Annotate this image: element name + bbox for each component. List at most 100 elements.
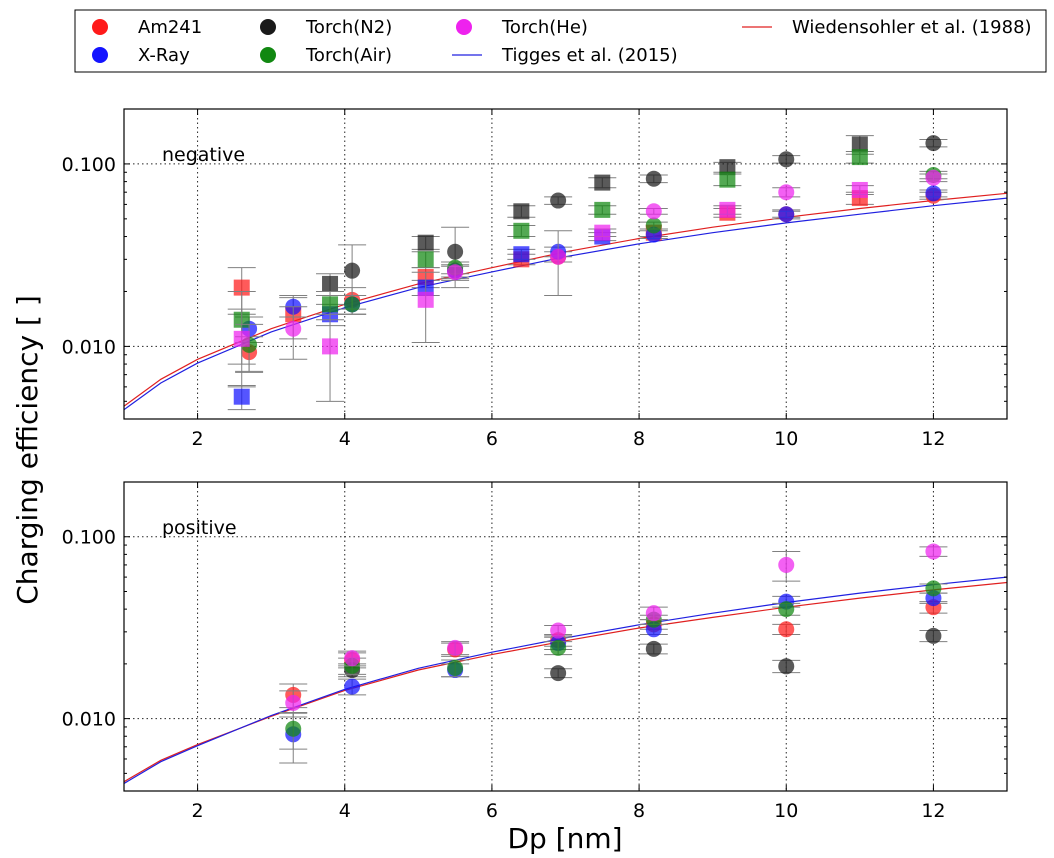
legend-marker-torch-he [456, 19, 472, 35]
legend-marker-torch-air [260, 47, 276, 63]
legend-frame [74, 9, 1047, 73]
y-tick-label: 0.010 [62, 709, 116, 731]
series-torch-air [279, 580, 948, 750]
x-tick-label: 12 [921, 800, 945, 822]
grid [124, 109, 1007, 419]
legend-label-torch-air: Torch(Air) [305, 45, 392, 66]
legend-entry-wiedensohler-et-al-1988: Wiedensohler et al. (1988) [742, 17, 1032, 38]
y-axis-label: Charging efficiency [ ] [11, 295, 44, 605]
data-point-circle [645, 640, 662, 657]
x-tick-label: 10 [774, 800, 798, 822]
panel-positive: 2 4 6 8 10 12 0.010 0.100 positive [62, 481, 1008, 822]
data-point-square [851, 149, 868, 166]
x-tick-label: 2 [192, 800, 204, 822]
data-point-circle [550, 639, 567, 656]
data-point-circle [925, 169, 942, 186]
data-point-circle [550, 248, 567, 265]
x-tick-label: 8 [633, 428, 645, 450]
data-point-square [417, 251, 434, 268]
curve-wiedensohler-et-al-1988 [124, 581, 1007, 783]
data-point-circle [925, 543, 942, 560]
data-point-square [719, 159, 736, 176]
data-point-circle [778, 621, 795, 638]
legend-marker-torch-n2 [260, 19, 276, 35]
panel-label-positive: positive [162, 517, 237, 539]
data-point-square [417, 234, 434, 251]
legend-entry-x-ray: X-Ray [92, 45, 190, 66]
x-tick-label: 4 [339, 800, 351, 822]
data-point-square [322, 275, 339, 292]
data-point-circle [778, 184, 795, 201]
legend-label-torch-he: Torch(He) [501, 17, 588, 38]
x-tick-label: 6 [486, 428, 498, 450]
data-point-square [417, 291, 434, 308]
data-point-square [594, 174, 611, 191]
legend: Am241 X-Ray Torch(N2) Torch(Air) Torch(He) Ti… [74, 9, 1047, 73]
data-point-circle [925, 185, 942, 202]
data-point-circle [778, 206, 795, 223]
x-axis-label: Dp [nm] [507, 822, 622, 855]
y-tick-label: 0.010 [62, 336, 116, 358]
series-torch-he [279, 543, 948, 718]
legend-marker-x-ray [92, 47, 108, 63]
series-torch-he [227, 169, 948, 402]
data-point-circle [645, 217, 662, 234]
y-tick-label: 0.100 [62, 527, 116, 549]
data-point-square [513, 203, 530, 220]
data-point-circle [344, 262, 361, 279]
legend-label-wiedensohler-et-al-1988: Wiedensohler et al. (1988) [792, 17, 1032, 38]
data-point-circle [778, 601, 795, 618]
data-point-circle [447, 243, 464, 260]
legend-label-tigges-et-al-2015: Tigges et al. (2015) [501, 45, 678, 66]
data-point-square [513, 222, 530, 239]
data-point-circle [645, 170, 662, 187]
legend-entry-torch-n2: Torch(N2) [260, 17, 392, 38]
x-tick-label: 12 [921, 428, 945, 450]
legend-entry-am241: Am241 [92, 17, 202, 38]
legend-label-am241: Am241 [138, 17, 202, 38]
x-tick-label: 6 [486, 800, 498, 822]
data-point-circle [550, 665, 567, 682]
data-layer [124, 135, 1007, 411]
panel-negative: 2 4 6 8 10 12 0.010 0.100 negative [62, 108, 1008, 450]
legend-entry-torch-air: Torch(Air) [260, 45, 392, 66]
legend-label-torch-n2: Torch(N2) [305, 17, 392, 38]
curve-tigges-et-al-2015 [124, 576, 1007, 785]
data-point-circle [925, 627, 942, 644]
data-point-circle [778, 151, 795, 168]
data-point-circle [447, 264, 464, 281]
axes-frame [123, 108, 1008, 420]
data-point-circle [550, 192, 567, 209]
curve-tigges-et-al-2015 [124, 197, 1007, 411]
data-point-circle [550, 622, 567, 639]
x-tick-label: 10 [774, 428, 798, 450]
data-point-circle [645, 605, 662, 622]
data-point-circle [778, 658, 795, 675]
data-point-square [233, 330, 250, 347]
series-am241 [279, 599, 948, 709]
data-point-circle [447, 659, 464, 676]
data-point-square [513, 246, 530, 263]
panel-label-negative: negative [162, 144, 245, 166]
data-point-circle [344, 296, 361, 313]
data-point-circle [285, 720, 302, 737]
data-point-square [322, 296, 339, 313]
x-tick-label: 2 [192, 428, 204, 450]
grid [124, 482, 1007, 791]
data-point-circle [344, 650, 361, 667]
legend-label-x-ray: X-Ray [138, 45, 190, 66]
legend-marker-am241 [92, 19, 108, 35]
axes-frame [123, 481, 1008, 792]
data-point-circle [285, 320, 302, 337]
data-point-circle [447, 639, 464, 656]
x-tick-label: 4 [339, 428, 351, 450]
data-point-square [594, 224, 611, 241]
data-point-square [719, 201, 736, 218]
data-point-square [851, 136, 868, 153]
series-torch-n2 [338, 627, 948, 682]
legend-entry-tigges-et-al-2015: Tigges et al. (2015) [452, 45, 678, 66]
data-point-square [719, 171, 736, 188]
data-point-square [851, 181, 868, 198]
data-layer [124, 543, 1007, 785]
